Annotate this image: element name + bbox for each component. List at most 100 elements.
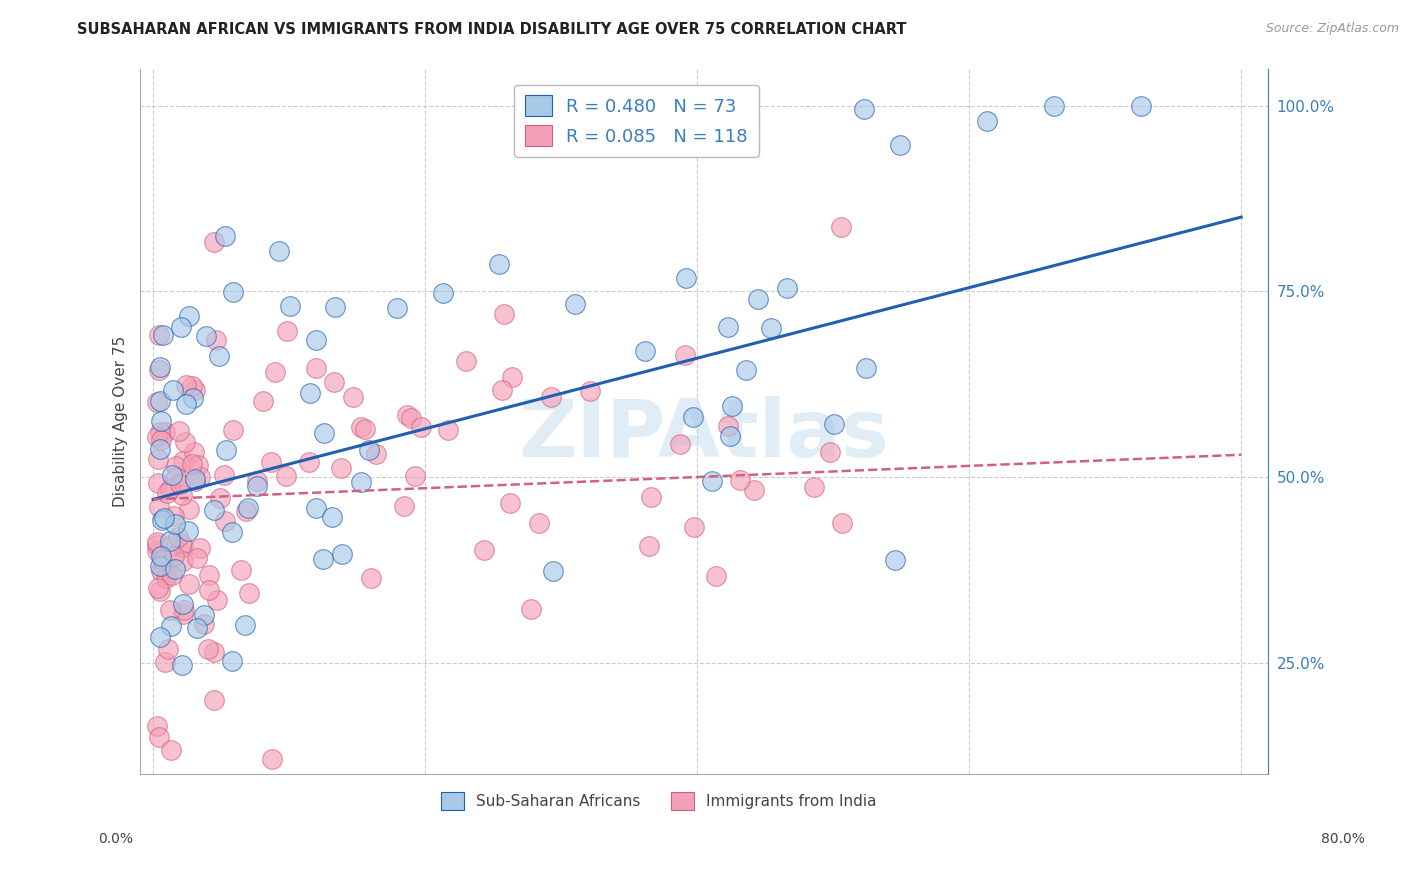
- Point: [314, 426, 336, 441]
- Point: [153, 656, 176, 670]
- Point: [260, 455, 283, 469]
- Point: [159, 539, 181, 553]
- Point: [150, 549, 173, 564]
- Point: [165, 458, 187, 473]
- Point: [149, 584, 172, 599]
- Point: [540, 390, 562, 404]
- Point: [159, 603, 181, 617]
- Point: [491, 384, 513, 398]
- Point: [205, 333, 228, 347]
- Point: [149, 393, 172, 408]
- Point: [179, 309, 201, 323]
- Point: [149, 559, 172, 574]
- Point: [159, 533, 181, 548]
- Point: [246, 474, 269, 488]
- Point: [278, 300, 301, 314]
- Point: [172, 554, 194, 568]
- Point: [149, 442, 172, 457]
- Point: [156, 642, 179, 657]
- Point: [718, 429, 741, 443]
- Point: [1043, 99, 1066, 113]
- Point: [387, 301, 409, 316]
- Point: [205, 593, 228, 607]
- Point: [183, 384, 205, 398]
- Point: [305, 333, 328, 347]
- Point: [146, 582, 169, 596]
- Point: [150, 553, 173, 567]
- Point: [262, 752, 284, 766]
- Point: [156, 486, 179, 500]
- Point: [150, 564, 173, 578]
- Point: [156, 568, 179, 582]
- Point: [747, 293, 769, 307]
- Point: [392, 499, 415, 513]
- Point: [172, 488, 194, 502]
- Point: [181, 379, 204, 393]
- Text: 80.0%: 80.0%: [1320, 832, 1365, 846]
- Text: Source: ZipAtlas.com: Source: ZipAtlas.com: [1265, 22, 1399, 36]
- Point: [499, 496, 522, 510]
- Point: [404, 468, 426, 483]
- Point: [183, 472, 205, 486]
- Point: [855, 361, 877, 376]
- Point: [323, 300, 346, 314]
- Point: [214, 468, 236, 483]
- Point: [202, 235, 225, 249]
- Point: [180, 457, 202, 471]
- Point: [181, 391, 204, 405]
- Point: [167, 530, 190, 544]
- Point: [704, 569, 727, 583]
- Point: [202, 693, 225, 707]
- Point: [159, 482, 181, 496]
- Point: [202, 645, 225, 659]
- Point: [172, 541, 194, 555]
- Point: [215, 442, 238, 457]
- Point: [640, 490, 662, 504]
- Point: [399, 410, 422, 425]
- Point: [149, 425, 172, 439]
- Point: [342, 390, 364, 404]
- Point: [146, 394, 169, 409]
- Point: [366, 447, 388, 461]
- Point: [350, 419, 373, 434]
- Point: [174, 397, 197, 411]
- Point: [197, 642, 219, 657]
- Point: [149, 631, 172, 645]
- Point: [146, 452, 169, 467]
- Point: [578, 384, 600, 399]
- Point: [195, 329, 218, 343]
- Point: [214, 228, 236, 243]
- Point: [488, 257, 510, 271]
- Point: [190, 470, 212, 484]
- Point: [193, 607, 215, 622]
- Point: [214, 514, 236, 528]
- Point: [150, 414, 173, 428]
- Point: [852, 103, 875, 117]
- Point: [311, 551, 333, 566]
- Point: [634, 344, 657, 359]
- Point: [173, 603, 195, 617]
- Point: [190, 541, 212, 555]
- Point: [735, 363, 758, 377]
- Point: [172, 597, 194, 611]
- Point: [411, 420, 433, 434]
- Point: [165, 469, 187, 483]
- Point: [235, 504, 257, 518]
- Point: [159, 743, 181, 757]
- Point: [823, 417, 845, 431]
- Point: [233, 617, 256, 632]
- Point: [152, 511, 174, 525]
- Point: [174, 378, 197, 392]
- Point: [179, 502, 201, 516]
- Point: [177, 524, 200, 538]
- Point: [360, 571, 382, 585]
- Point: [889, 138, 911, 153]
- Point: [322, 375, 344, 389]
- Point: [208, 491, 231, 506]
- Point: [350, 475, 373, 489]
- Point: [148, 327, 170, 342]
- Point: [202, 502, 225, 516]
- Point: [669, 437, 692, 451]
- Point: [263, 365, 285, 379]
- Point: [186, 550, 208, 565]
